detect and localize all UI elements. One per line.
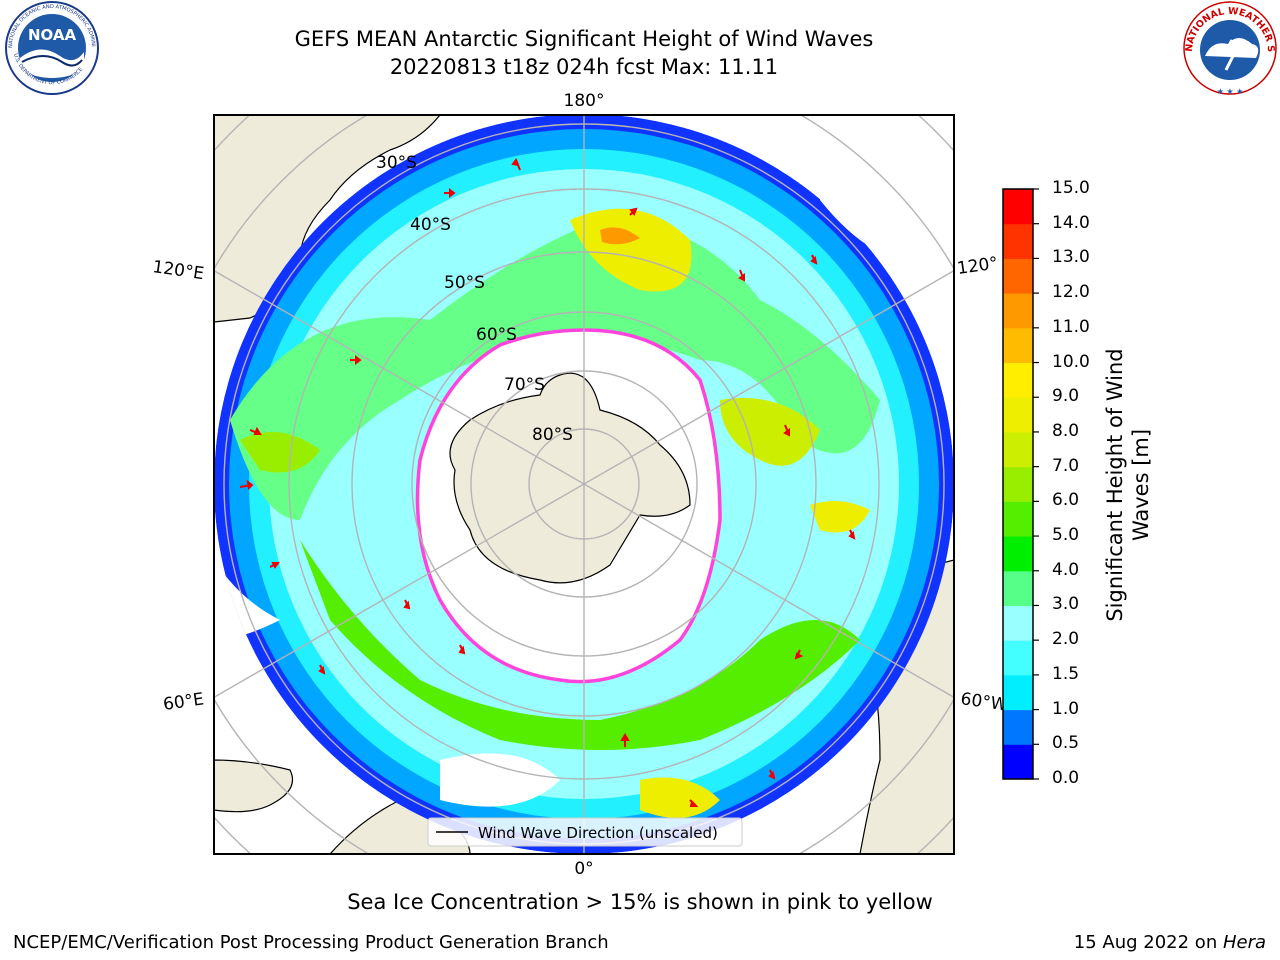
lat-label-80s: 80°S [532,425,573,445]
colorbar-tick-label: 1.5 [1052,663,1080,684]
lat-label-30s: 30°S [376,153,417,173]
colorbar-block [1003,674,1033,711]
colorbar-tick-label: 6.0 [1052,490,1080,511]
colorbar-block [1003,293,1033,329]
noaa-logo: NOAA NATIONAL OCEANIC AND ATMOSPHERIC AD… [0,0,99,95]
wind-arrows [239,157,856,807]
colorbar-block [1003,258,1033,294]
footer-date: 15 Aug 2022 on Hera [1074,932,1266,953]
colorbar-tick-label: 9.0 [1052,386,1080,407]
colorbar-block [1003,536,1033,572]
lat-label-50s: 50°S [444,273,485,293]
colorbar-block [1003,570,1033,606]
map-title: GEFS MEAN Antarctic Significant Height o… [294,27,874,51]
colorbar-frame [1002,188,1034,780]
colorbar-tick-label: 3.0 [1052,594,1080,615]
colorbar-tick-label: 10.0 [1052,351,1090,372]
colorbar-block [1003,466,1033,502]
colorbar-block [1003,362,1033,398]
colorbar-block [1003,709,1033,745]
map-legend: Wind Wave Direction (unscaled) [427,817,743,847]
footer-branch: NCEP/EMC/Verification Post Processing Pr… [13,932,609,953]
colorbar-block [1003,640,1033,676]
colorbar [1003,188,1039,780]
colorbar-block [1003,605,1033,641]
footer-date-text: 15 Aug 2022 on [1073,932,1223,953]
colorbar-block [1003,744,1033,780]
colorbar-tick-label: 12.0 [1052,282,1090,303]
map-subtitle: 20220813 t18z 024h fcst Max: 11.11 [389,55,779,79]
nws-ring-text: NATIONAL WEATHER SERVICE [0,0,1276,53]
africa-land [214,759,294,813]
map-frame [213,114,955,855]
colorbar-tick-label: 7.0 [1052,455,1080,476]
colorbar-tick-label: 1.0 [1052,698,1080,719]
colorbar-tick-label: 13.0 [1052,247,1090,268]
colorbar-label-line1: Significant Height of Wind [1103,348,1127,622]
colorbar-block [1003,431,1033,468]
svg-text:★ ★ ★: ★ ★ ★ [1217,87,1244,96]
footer-host: Hera [1222,932,1266,953]
colorbar-block [1003,223,1033,259]
antarctica-land [449,372,691,584]
nws-logo: NATIONAL WEATHER SERVICE ★ ★ ★ [0,0,1277,96]
colorbar-tick-label: 14.0 [1052,212,1090,233]
lon-label-120e: 120°E [151,257,205,284]
colorbar-tick-label: 0.5 [1052,733,1080,754]
colorbar-tick-label: 8.0 [1052,420,1080,441]
colorbar-block [1003,327,1033,364]
svg-text:NATIONAL WEATHER SERVICE: NATIONAL WEATHER SERVICE [0,0,1276,53]
colorbar-block [1003,501,1033,537]
colorbar-tick-label: 2.0 [1052,629,1080,650]
colorbar-tick-label: 11.0 [1052,316,1090,337]
lat-label-70s: 70°S [504,375,545,395]
colorbar-tick-label: 0.0 [1052,768,1080,788]
lon-label-60w: 60°W [959,689,1008,715]
colorbar-block [1003,189,1033,225]
lon-label-120w: 120° [956,253,999,279]
lon-label-0: 0° [574,859,593,879]
map-panel: 30°S 40°S 50°S 60°S 70°S 80°S Wind Wave … [214,115,954,854]
lon-label-180: 180° [564,91,605,111]
lat-label-60s: 60°S [476,325,517,345]
legend-label: Wind Wave Direction (unscaled) [478,824,718,842]
sea-ice-caption: Sea Ice Concentration > 15% is shown in … [347,890,933,914]
colorbar-tick-label: 5.0 [1052,525,1080,546]
colorbar-label-line2: Waves [m] [1129,428,1153,542]
lat-label-40s: 40°S [410,215,451,235]
lon-label-60e: 60°E [162,689,205,714]
colorbar-tick-label: 15.0 [1052,178,1090,198]
noaa-logo-text: NOAA [28,26,77,44]
colorbar-block [1003,397,1033,433]
colorbar-tick-label: 4.0 [1052,559,1080,580]
